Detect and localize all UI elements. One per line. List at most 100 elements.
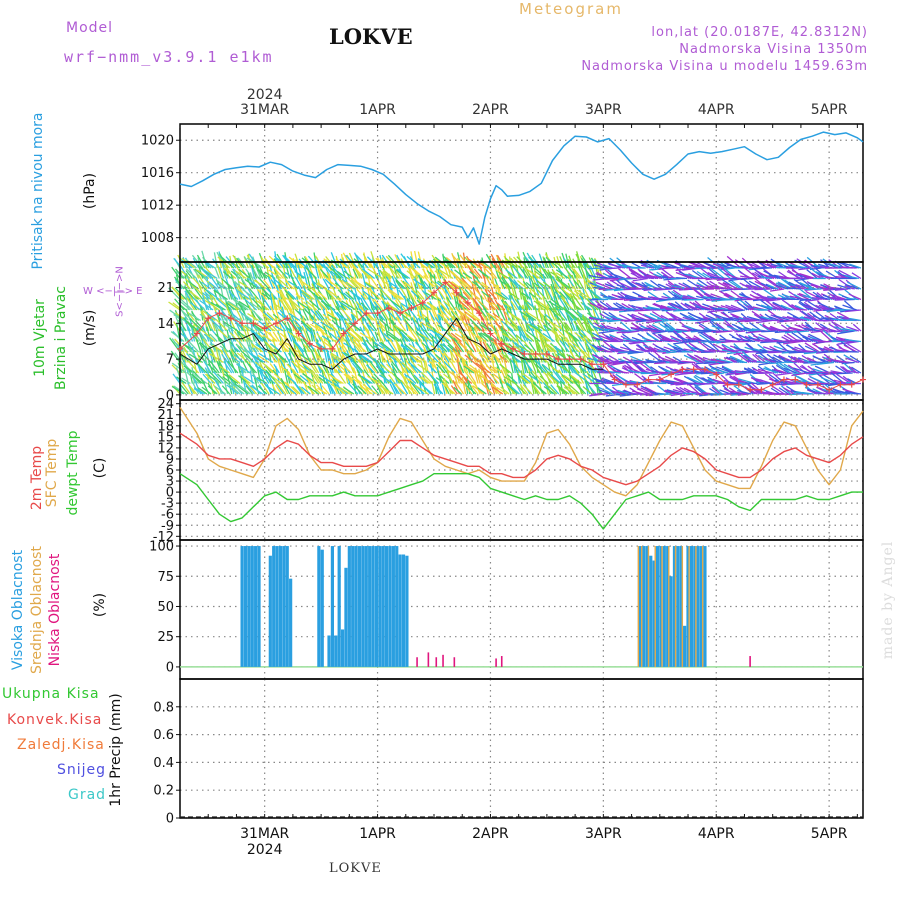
wind-barb [821,377,837,385]
wind-barb [695,284,711,290]
pressure-panel-bg [180,124,863,262]
wind-barb [670,337,682,343]
wind-barb [761,330,779,333]
wind-barb [405,359,417,374]
wind-barb [840,365,849,374]
wind-barb [849,355,862,364]
wind-barb [427,364,438,374]
wind-barb [527,353,537,363]
wind-barb [372,299,380,311]
wind-barb [176,376,187,385]
wind-barb [343,270,355,280]
wind-barb [381,272,386,290]
high-cloud-bar [669,576,673,667]
wind-barb [224,357,235,374]
wind-barb [492,373,506,385]
wind-barb [541,364,549,374]
wind-barb [802,294,818,301]
wind-barb [244,382,255,395]
wind-barb [466,385,477,395]
high-cloud-bar [337,546,341,667]
wind-barb [314,263,320,279]
wind-barb [680,302,692,311]
wind-barb [596,264,601,279]
wind-barb [276,383,285,395]
wind-barb [646,319,663,322]
wind-barb [300,320,313,332]
wind-barb [187,311,195,321]
wind-barb [198,342,208,353]
wind-barb [807,301,822,311]
wind-barb [203,360,212,374]
model-label: Model [66,20,114,36]
wind-gust-marker [566,356,573,363]
wind-barb [387,263,396,279]
wind-barb [688,354,704,364]
wind-barb [454,381,465,395]
high-cloud-bar [374,546,379,667]
wind-ytick-label: 0 [166,388,174,403]
wind-barb [455,277,467,290]
low-cloud-bar [435,657,438,667]
wind-barb [207,363,218,374]
wind-barb [563,374,576,385]
wind-barb [773,314,791,322]
wind-barb [357,373,371,385]
wind-barb [180,298,193,311]
wind-barb [543,324,553,332]
wind-gust-marker [227,315,234,322]
wind-barb [512,380,527,395]
high-cloud-bar [662,546,666,667]
wind-barb [697,330,715,334]
wind-barb [396,258,409,269]
cloud-ytick-label: 25 [157,630,174,645]
wind-barb [505,269,518,280]
wind-barb [294,261,299,279]
wind-barb [225,302,237,311]
wind-barb [356,281,369,290]
wind-barb [496,304,506,321]
wind-barb [255,265,262,279]
wind-barb [485,311,494,321]
wind-barb [186,297,196,311]
wind-barb [565,263,578,279]
wind-barb [213,289,228,301]
wind-barb [299,354,313,364]
wind-barb [520,385,529,395]
wind-barb [322,313,332,322]
wind-barb [558,385,570,395]
wind-barb [643,275,659,280]
wind-barb [543,257,550,269]
wind-barb [754,288,772,291]
high-cloud-bar [344,567,348,667]
wind-barb [545,299,554,311]
wind-barb [748,276,760,280]
wind-barb [465,276,479,290]
wind-barb [422,302,433,311]
wind-barb [297,276,305,290]
high-cloud-bar [278,546,283,667]
wind-barb [483,274,487,290]
wind-barb [350,279,361,290]
wind-barb [195,339,202,353]
wind-field [168,250,862,397]
wind-barb [366,323,375,332]
wind-barb [519,326,529,342]
wind-gust-marker [577,356,584,363]
wind-barb [214,385,226,395]
wind-barb [546,304,556,321]
wind-barb [302,343,311,353]
wind-barb [192,374,204,384]
wind-barb [737,389,752,395]
high-cloud-bar [384,546,389,667]
wind-barb [711,384,723,395]
wind-barb [457,375,467,384]
wind-gust-marker [318,345,325,352]
wind-barb [481,382,493,395]
wind-barb [806,389,818,395]
wind-gust-marker [645,376,652,383]
wind-gust-marker [769,381,776,388]
wind-barb [760,282,775,290]
mid-cloud-bar [654,546,656,667]
wind-barb [400,253,413,269]
